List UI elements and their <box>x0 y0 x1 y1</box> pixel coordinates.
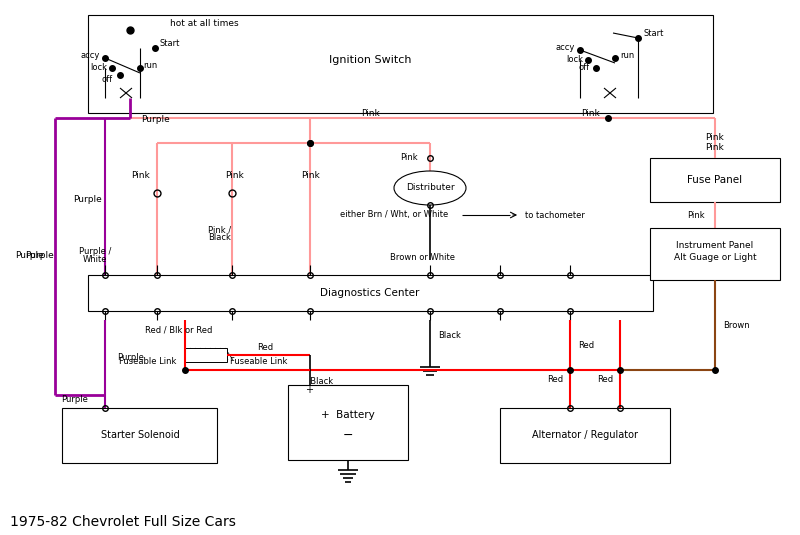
Text: Brown or White: Brown or White <box>390 254 455 263</box>
Text: Pink: Pink <box>361 109 379 118</box>
Text: Pink: Pink <box>400 154 418 163</box>
Text: −: − <box>342 429 354 441</box>
Text: lock: lock <box>90 63 107 72</box>
Bar <box>288 385 408 460</box>
Text: Purple /: Purple / <box>79 248 111 256</box>
Text: Pink: Pink <box>687 211 705 220</box>
Text: Pink: Pink <box>706 134 724 142</box>
Text: Black: Black <box>209 233 231 242</box>
Text: hot at all times: hot at all times <box>170 19 238 28</box>
Bar <box>650 158 780 202</box>
Text: Purple: Purple <box>16 250 44 259</box>
Text: accy: accy <box>81 51 100 60</box>
Bar <box>88 275 653 311</box>
Text: Diagnostics Center: Diagnostics Center <box>320 288 420 298</box>
Text: Distributer: Distributer <box>406 184 454 193</box>
Text: Pink: Pink <box>581 109 599 118</box>
Text: +  Battery: + Battery <box>321 410 375 420</box>
Text: Pink: Pink <box>706 143 724 152</box>
Text: White: White <box>82 256 107 264</box>
Text: Pink: Pink <box>301 171 319 180</box>
Text: Ignition Switch: Ignition Switch <box>329 55 411 65</box>
Bar <box>650 228 780 280</box>
Text: either Brn / Wht, or White: either Brn / Wht, or White <box>340 210 448 219</box>
Text: Black: Black <box>438 332 461 340</box>
Text: Alternator / Regulator: Alternator / Regulator <box>532 430 638 440</box>
Text: Purple: Purple <box>74 195 102 204</box>
Text: Red: Red <box>578 340 594 349</box>
Text: Fuse Panel: Fuse Panel <box>687 175 742 185</box>
Text: Starter Solenoid: Starter Solenoid <box>101 430 179 440</box>
Bar <box>185 348 227 362</box>
Text: Red / Blk or Red: Red / Blk or Red <box>145 325 212 334</box>
Text: Purple: Purple <box>62 395 89 404</box>
Text: 1975-82 Chevrolet Full Size Cars: 1975-82 Chevrolet Full Size Cars <box>10 515 236 529</box>
Text: lock: lock <box>566 55 583 64</box>
Text: Fuseable Link: Fuseable Link <box>119 357 177 366</box>
Text: Instrument Panel: Instrument Panel <box>676 241 754 249</box>
Text: off: off <box>579 63 590 72</box>
Text: +: + <box>305 385 313 395</box>
Text: Fuseable Link: Fuseable Link <box>230 357 287 366</box>
Text: Alt Guage or Light: Alt Guage or Light <box>674 253 756 262</box>
Text: Start: Start <box>160 40 180 49</box>
Text: Red: Red <box>257 343 273 353</box>
Text: accy: accy <box>556 43 575 52</box>
Text: Pink: Pink <box>130 171 150 180</box>
Text: run: run <box>620 50 634 59</box>
Bar <box>88 15 713 113</box>
Text: Purple: Purple <box>141 116 170 125</box>
Bar <box>500 408 670 463</box>
Text: off: off <box>102 74 113 83</box>
Text: Black: Black <box>305 377 333 386</box>
Text: Brown: Brown <box>723 320 750 330</box>
Text: Pink: Pink <box>226 171 244 180</box>
Text: Purple: Purple <box>26 250 54 259</box>
Text: Start: Start <box>643 29 663 39</box>
Text: to tachometer: to tachometer <box>525 210 585 219</box>
Text: Red: Red <box>597 376 613 385</box>
Text: Pink /: Pink / <box>209 225 231 234</box>
Ellipse shape <box>394 171 466 205</box>
Text: Purple: Purple <box>117 354 144 363</box>
Bar <box>62 408 217 463</box>
Text: Red: Red <box>547 376 563 385</box>
Text: run: run <box>143 60 158 70</box>
